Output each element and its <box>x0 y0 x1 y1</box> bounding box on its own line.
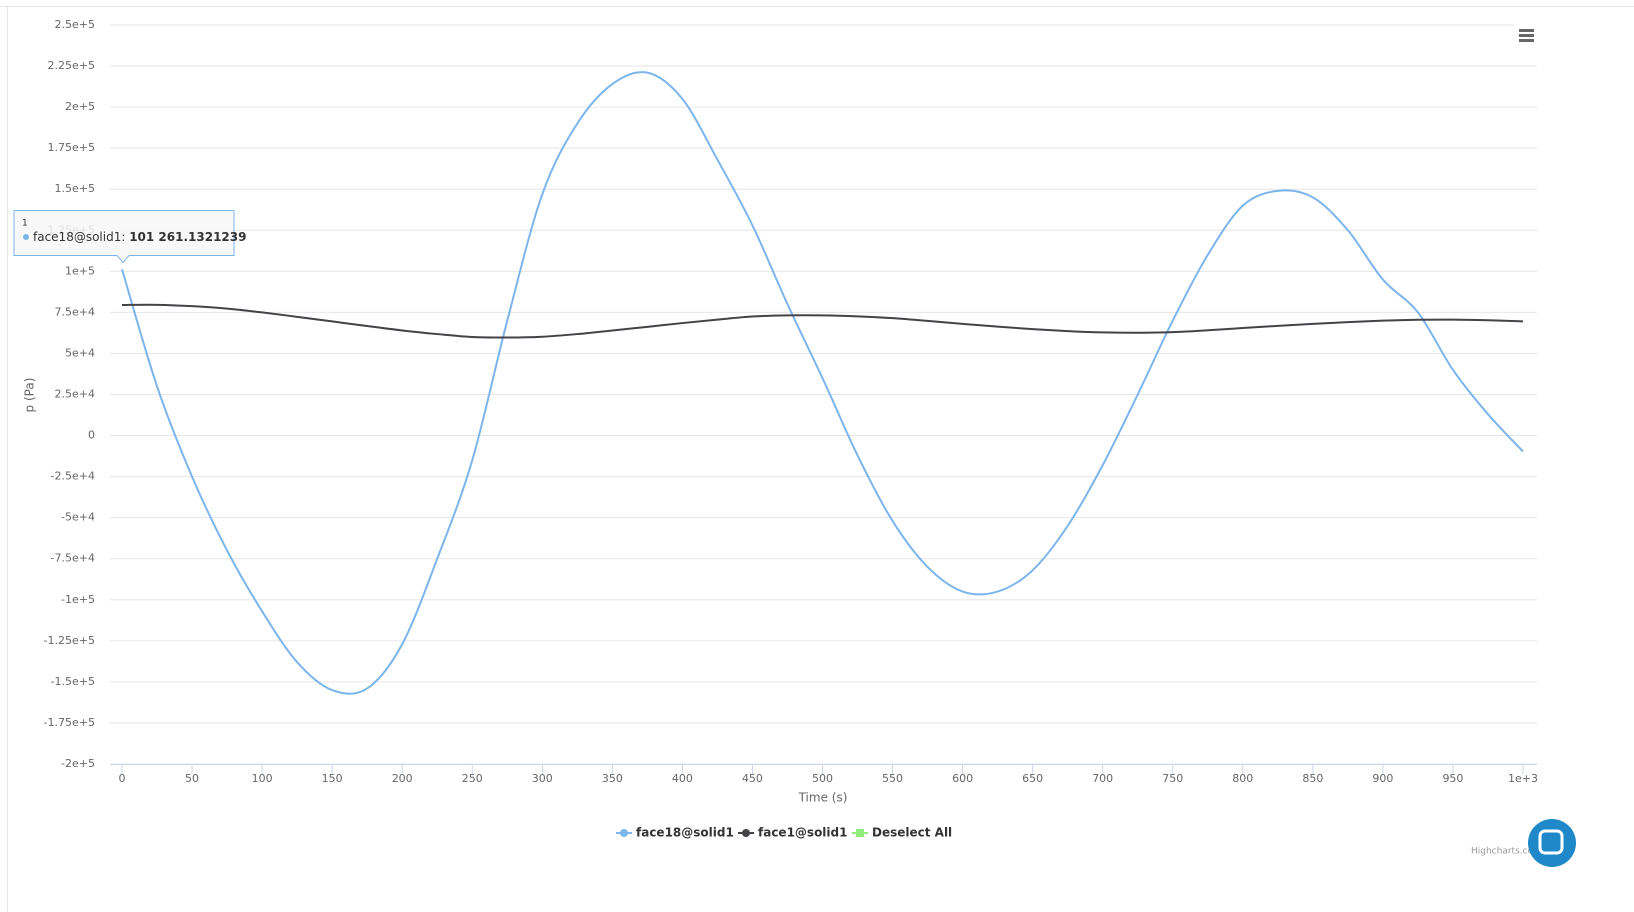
y-tick-label: 1.75e+5 <box>48 141 95 154</box>
x-tick-label: 350 <box>602 772 623 785</box>
x-tick-label: 450 <box>742 772 763 785</box>
tooltip-value: 101 261.1321239 <box>129 230 246 244</box>
y-tick-label: -1e+5 <box>61 593 95 606</box>
tooltip-header: 1 <box>22 219 28 229</box>
tooltip-box <box>13 210 235 264</box>
x-tick-label: 950 <box>1442 772 1463 785</box>
credits[interactable]: Highcharts.co <box>1471 847 1534 857</box>
y-tick-label: -2e+5 <box>61 757 95 770</box>
y-tick-label: 2.25e+5 <box>48 59 95 72</box>
y-tick-label: -7.5e+4 <box>51 552 95 565</box>
tooltip-text: face18@solid1: 101 261.1321239 <box>33 230 246 244</box>
x-tick-label: 150 <box>322 772 343 785</box>
x-tick-label: 850 <box>1302 772 1323 785</box>
tooltip: 1 face18@solid1: 101 261.1321239 <box>13 210 246 264</box>
x-tick-label: 600 <box>952 772 973 785</box>
x-tick-label: 500 <box>812 772 833 785</box>
legend-item[interactable]: face18@solid1 <box>616 826 734 840</box>
x-tick-label: 700 <box>1092 772 1113 785</box>
y-tick-label: 7.5e+4 <box>55 305 95 318</box>
x-axis-title: Time (s) <box>798 791 848 805</box>
y-tick-label: -1.25e+5 <box>44 634 95 647</box>
menu-icon[interactable] <box>1519 29 1534 42</box>
legend: face18@solid1 face1@solid1 Deselect All <box>616 826 952 840</box>
labels: -2e+5 -1.75e+5 -1.5e+5 -1.25e+5 -1e+5 -7.5e+4… <box>44 18 1538 785</box>
legend-symbol <box>856 829 864 837</box>
legend-symbol <box>620 829 628 837</box>
x-tick-label: 400 <box>672 772 693 785</box>
x-tick-label: 300 <box>532 772 553 785</box>
y-tick-label: -2.5e+4 <box>51 470 95 483</box>
y-tick-label: 2.5e+5 <box>55 18 95 31</box>
chat-icon[interactable] <box>1538 829 1564 855</box>
tooltip-marker <box>23 234 29 240</box>
x-tick-label: 550 <box>882 772 903 785</box>
legend-label: face18@solid1 <box>636 826 734 840</box>
x-tick-label: 1e+3 <box>1508 772 1538 785</box>
series-line <box>121 303 1524 339</box>
series-lines <box>121 71 1524 695</box>
x-tick-label: 800 <box>1232 772 1253 785</box>
y-tick-label: -1.5e+5 <box>51 675 95 688</box>
x-tick-label: 50 <box>185 772 199 785</box>
tooltip-colon: : <box>121 230 129 244</box>
y-tick-label: 0 <box>88 429 95 442</box>
x-tick-label: 100 <box>252 772 273 785</box>
y-tick-label: 1.5e+5 <box>55 182 95 195</box>
legend-item[interactable]: face1@solid1 <box>738 826 847 840</box>
legend-label: face1@solid1 <box>758 826 847 840</box>
chat-button[interactable] <box>1528 819 1576 867</box>
x-tick-label: 650 <box>1022 772 1043 785</box>
y-tick-label: 2e+5 <box>65 100 95 113</box>
legend-item[interactable]: Deselect All <box>852 826 952 840</box>
y-axis-title: p (Pa) <box>23 378 37 413</box>
x-tick-label: 750 <box>1162 772 1183 785</box>
x-tick-label: 250 <box>462 772 483 785</box>
legend-label: Deselect All <box>872 826 952 840</box>
x-tick-label: 900 <box>1372 772 1393 785</box>
tooltip-series: face18@solid1 <box>33 230 121 244</box>
grid <box>110 24 1537 774</box>
chat-circle[interactable] <box>1528 819 1576 867</box>
y-tick-label: -1.75e+5 <box>44 716 95 729</box>
menu-button[interactable] <box>1514 24 1540 48</box>
y-tick-label: -5e+4 <box>61 511 95 524</box>
y-tick-label: 1e+5 <box>65 264 95 277</box>
x-tick-label: 200 <box>392 772 413 785</box>
series-line <box>121 71 1524 695</box>
y-tick-label: 5e+4 <box>65 346 95 359</box>
legend-symbol <box>742 829 750 837</box>
x-tick-label: 0 <box>119 772 126 785</box>
y-tick-label: 2.5e+4 <box>55 388 95 401</box>
